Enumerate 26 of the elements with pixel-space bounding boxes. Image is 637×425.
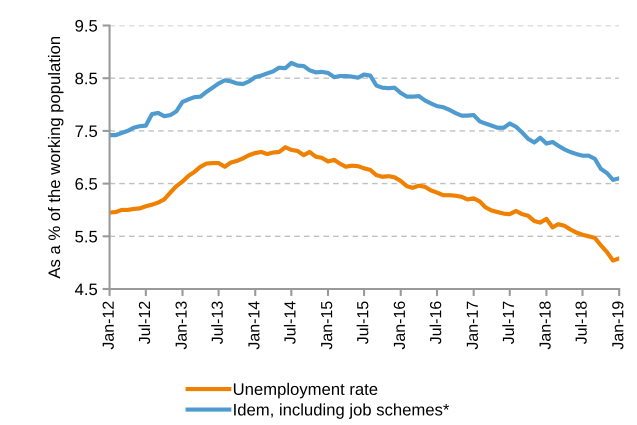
x-tick-label: Jan-16 xyxy=(394,302,406,350)
x-tick-label: Jul-14 xyxy=(284,301,296,344)
x-tick-label: Jan-14 xyxy=(248,301,260,350)
x-tick-label: Jul-13 xyxy=(211,302,223,344)
x-tick-label: Jan-13 xyxy=(175,302,187,350)
legend-label: Idem, including job schemes* xyxy=(234,403,450,419)
x-tick-label: Jan-18 xyxy=(539,301,551,350)
y-tick-label: 4.5 xyxy=(74,284,98,296)
x-tick-label: Jan-12 xyxy=(102,302,114,350)
x-tick-label: Jul-16 xyxy=(430,302,442,344)
x-tick-label: Jan-19 xyxy=(612,302,624,350)
y-axis-title: As a % of the working population xyxy=(48,36,64,279)
x-tick-label: Jul-12 xyxy=(138,302,150,344)
y-tick-label: 9.5 xyxy=(75,20,98,32)
line-series xyxy=(110,60,620,182)
y-tick-label: 8.5 xyxy=(75,72,98,84)
x-tick-label: Jan-17 xyxy=(466,302,478,350)
x-tick-label: Jul-17 xyxy=(502,302,514,344)
y-tick-label: 7.5 xyxy=(75,125,98,138)
legend-label: Unemployment rate xyxy=(234,382,378,398)
y-tick-label: 5.5 xyxy=(75,230,98,243)
x-tick-label: Jul-15 xyxy=(356,301,368,344)
y-tick-label: 6.5 xyxy=(75,178,98,190)
x-tick-label: Jul-18 xyxy=(575,301,587,344)
x-tick-label: Jan-15 xyxy=(321,301,332,350)
line-series xyxy=(110,145,620,263)
